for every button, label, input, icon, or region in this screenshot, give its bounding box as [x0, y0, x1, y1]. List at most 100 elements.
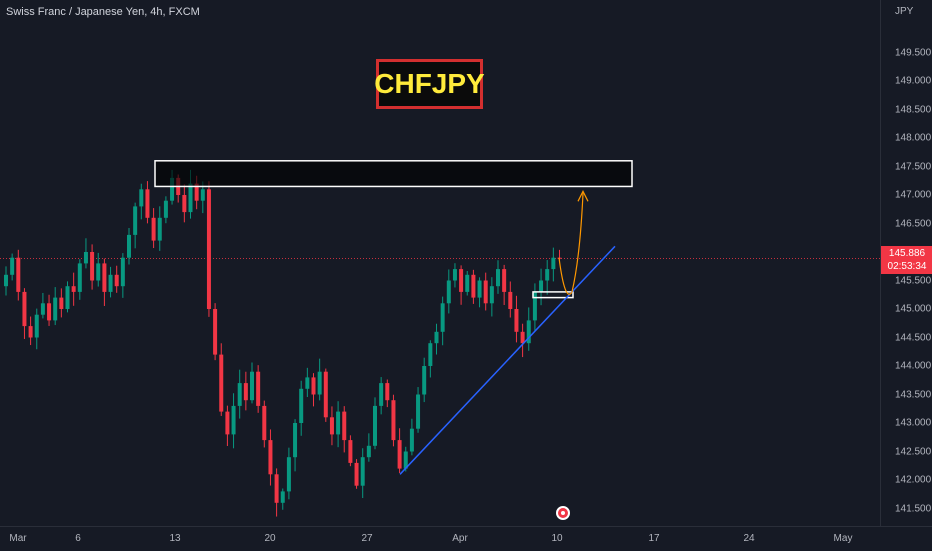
chart-area[interactable]: Swiss Franc / Japanese Yen, 4h, FXCM CHF… [0, 0, 880, 526]
candle-body [360, 457, 365, 486]
candle-body [120, 257, 125, 287]
time-tick: Mar [9, 533, 27, 544]
candle-body [545, 269, 550, 281]
projection-arrow [558, 193, 584, 295]
price-tick: 144.000 [895, 360, 932, 372]
candle-body [28, 326, 33, 338]
candle-body [10, 257, 15, 275]
candle-body [477, 280, 482, 298]
candle-body [434, 331, 439, 344]
price-tick: 148.000 [895, 132, 932, 144]
support-box [532, 291, 574, 299]
candle-body [268, 440, 273, 475]
candle-body [77, 263, 82, 292]
price-axis[interactable]: JPY 149.500 149.000 148.500 148.000 147.500 1… [880, 0, 932, 526]
candle-body [157, 217, 162, 241]
price-tick: 145.500 [895, 275, 932, 286]
price-tick: 144.500 [895, 332, 932, 343]
time-tick: 13 [169, 533, 181, 544]
candle-body [471, 274, 476, 298]
candle-body [127, 234, 131, 258]
candle-body [40, 303, 45, 315]
candle-body [397, 440, 402, 469]
candle-body [329, 417, 334, 435]
candle-body [391, 400, 396, 441]
candle-body [299, 388, 304, 423]
candle-body [114, 274, 119, 287]
current-price-value: 145.886 [888, 248, 926, 259]
time-tick: 27 [361, 533, 373, 544]
candle-body [71, 286, 76, 292]
time-tick: 17 [648, 533, 660, 544]
candle-body [90, 252, 95, 281]
candlestick-chart[interactable] [0, 0, 880, 526]
price-tick: 147.500 [895, 161, 932, 172]
price-tick: 143.500 [895, 389, 932, 400]
price-tick: 143.000 [895, 417, 932, 429]
candle-body [409, 428, 414, 452]
candle-body [16, 257, 21, 292]
time-tick: Apr [452, 533, 468, 544]
time-tick: 24 [743, 533, 755, 544]
candle-body [348, 440, 353, 463]
resistance-zone [154, 160, 633, 188]
candle-body [151, 217, 156, 241]
candle-body [219, 354, 224, 412]
candle-body [323, 371, 328, 418]
candle-body [502, 269, 507, 292]
price-tick: 149.500 [895, 47, 932, 58]
candle-body [428, 343, 433, 366]
candle-body [213, 309, 218, 355]
candle-body [262, 405, 267, 441]
time-tick: 20 [264, 533, 276, 544]
candle-body [256, 371, 261, 406]
axis-currency-label: JPY [895, 6, 914, 17]
candle-body [305, 377, 310, 389]
time-tick: 10 [551, 533, 563, 544]
projection-arrowhead [577, 189, 589, 202]
candle-body [83, 252, 88, 264]
candle-body [188, 183, 193, 213]
candle-body [4, 274, 8, 287]
candle-body [366, 445, 371, 458]
candle-body [514, 309, 519, 332]
price-tick: 146.500 [895, 218, 932, 229]
candle-body [483, 280, 488, 304]
candle-body [465, 274, 470, 292]
candle-body [65, 286, 70, 309]
candle-body [108, 274, 113, 292]
candle-body [231, 405, 236, 435]
candle-body [446, 280, 451, 304]
price-tick: 147.000 [895, 189, 932, 201]
chfjpy-annotation-label[interactable]: CHFJPY [374, 59, 485, 109]
candle-body [532, 291, 537, 321]
economic-event-icon[interactable] [556, 506, 570, 520]
candle-body [317, 371, 322, 395]
candle-body [342, 411, 347, 441]
candle-body [539, 280, 544, 292]
candle-body [170, 177, 175, 201]
candle-body [34, 314, 39, 338]
candle-body [385, 383, 390, 401]
time-axis[interactable]: Mar 6 13 20 27 Apr 10 17 24 May [0, 526, 932, 551]
time-tick: May [833, 533, 853, 544]
candle-body [243, 383, 248, 401]
candle-body [194, 183, 199, 201]
time-tick: 6 [75, 533, 81, 544]
candle-body [139, 189, 144, 207]
candle-body [403, 451, 408, 469]
candle-body [200, 189, 205, 201]
candle-body [145, 189, 150, 218]
candle-body [508, 291, 513, 309]
candle-body [133, 206, 138, 235]
candle-body [59, 297, 64, 309]
price-tick: 141.500 [895, 503, 932, 514]
candle-body [182, 195, 187, 213]
candle-body [22, 291, 27, 327]
candle-body [96, 263, 101, 281]
candle-body [551, 257, 556, 270]
candle-body [496, 269, 500, 287]
candle-body [311, 377, 316, 395]
candle-body [459, 269, 464, 292]
price-tick: 142.500 [895, 446, 932, 457]
